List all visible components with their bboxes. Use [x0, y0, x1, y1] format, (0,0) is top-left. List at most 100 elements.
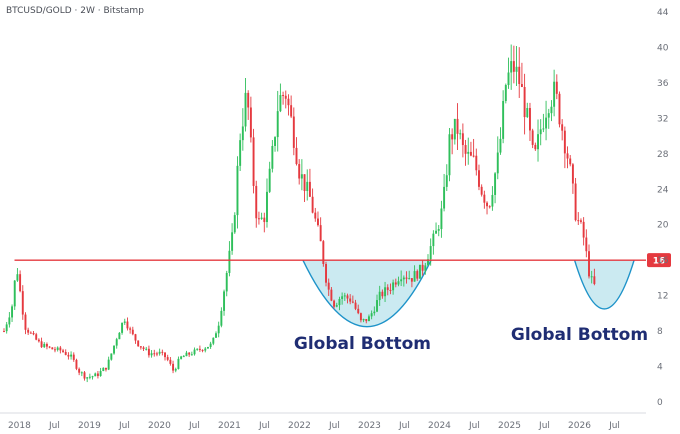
candle-body [298, 164, 301, 179]
candle-body [537, 134, 539, 150]
y-tick-label: 4 [657, 363, 663, 373]
x-tick-label: 2020 [148, 421, 171, 431]
candle-body [343, 295, 346, 297]
candle-body [429, 246, 432, 260]
candle-body [362, 319, 365, 321]
candle-body [322, 241, 325, 264]
candle-body [373, 311, 376, 314]
candle-body [225, 272, 228, 292]
candle-body [545, 117, 548, 129]
candle-body [292, 116, 295, 148]
annotation-label: Global Bottom [511, 325, 648, 345]
candle-body [555, 81, 558, 94]
x-tick-label: Jul [328, 421, 340, 431]
candle-body [233, 215, 236, 233]
x-tick-label: Jul [608, 421, 620, 431]
y-tick-label: 0 [657, 398, 663, 408]
candle-body [155, 353, 158, 355]
candle-body [553, 81, 556, 107]
level-layer: 16 [14, 253, 671, 268]
y-tick-label: 28 [657, 150, 669, 160]
y-tick-label: 20 [657, 221, 669, 231]
candle-body [327, 282, 330, 290]
candle-body [579, 220, 582, 222]
candle-layer [3, 44, 596, 383]
candle-body [392, 282, 395, 291]
candle-body [220, 310, 223, 326]
candle-body [478, 170, 480, 187]
candle-body [80, 372, 83, 374]
candle-body [303, 174, 306, 191]
candle-body [137, 340, 140, 347]
candle-body [102, 367, 105, 372]
candle-body [569, 158, 572, 165]
candle-body [547, 113, 550, 118]
candle-body [67, 354, 70, 357]
candle-body [147, 348, 150, 356]
candle-body [290, 105, 293, 117]
candle-body [105, 367, 107, 370]
candle-body [472, 155, 475, 157]
annotation-label: Global Bottom [294, 334, 431, 354]
candle-body [40, 341, 43, 348]
candle-body [389, 289, 392, 291]
candle-body [115, 339, 118, 346]
candle-body [400, 279, 403, 282]
candle-body [54, 349, 56, 351]
candle-body [282, 95, 285, 97]
candle-body [3, 331, 5, 333]
candle-body [78, 368, 81, 373]
x-tick-label: 2024 [428, 421, 451, 431]
candle-body [440, 208, 443, 230]
candle-body [590, 276, 593, 278]
candle-body [435, 230, 438, 234]
candle-body [94, 373, 97, 377]
candle-body [83, 372, 86, 379]
candle-body [416, 271, 419, 279]
candle-body [172, 363, 175, 371]
x-tick-label: 2022 [288, 421, 311, 431]
candle-body [244, 92, 247, 127]
candle-body [231, 232, 234, 251]
candle-body [491, 194, 494, 207]
y-tick-label: 32 [657, 114, 668, 124]
candle-body [64, 351, 67, 355]
candle-body [287, 98, 290, 106]
level-tag: 16 [653, 257, 666, 267]
candle-body [512, 61, 515, 72]
candle-body [118, 332, 121, 340]
x-tick-label: 2021 [218, 421, 241, 431]
candle-body [333, 300, 336, 307]
x-tick-label: Jul [538, 421, 550, 431]
x-tick-label: Jul [468, 421, 480, 431]
candle-body [486, 202, 488, 207]
candle-body [51, 347, 54, 350]
candle-body [341, 296, 344, 300]
candle-body [367, 316, 370, 322]
candle-body [469, 151, 472, 156]
candle-body [566, 153, 569, 159]
candle-body [217, 325, 220, 334]
candle-body [188, 352, 191, 355]
x-tick-label: Jul [188, 421, 200, 431]
x-tick-label: 2023 [358, 421, 381, 431]
candle-body [204, 348, 207, 351]
candle-body [531, 130, 534, 145]
candle-body [359, 313, 362, 321]
candle-body [279, 95, 282, 112]
candle-body [59, 347, 62, 351]
x-tick-label: Jul [48, 421, 60, 431]
candle-body [577, 220, 580, 222]
candle-body [13, 280, 16, 307]
candle-body [306, 181, 309, 191]
candle-body [190, 354, 193, 356]
candle-body [215, 333, 217, 338]
candle-body [585, 237, 588, 252]
candle-body [427, 259, 429, 266]
candle-body [507, 72, 510, 86]
candle-body [88, 376, 91, 378]
candle-body [453, 118, 456, 140]
candle-body [134, 334, 137, 341]
